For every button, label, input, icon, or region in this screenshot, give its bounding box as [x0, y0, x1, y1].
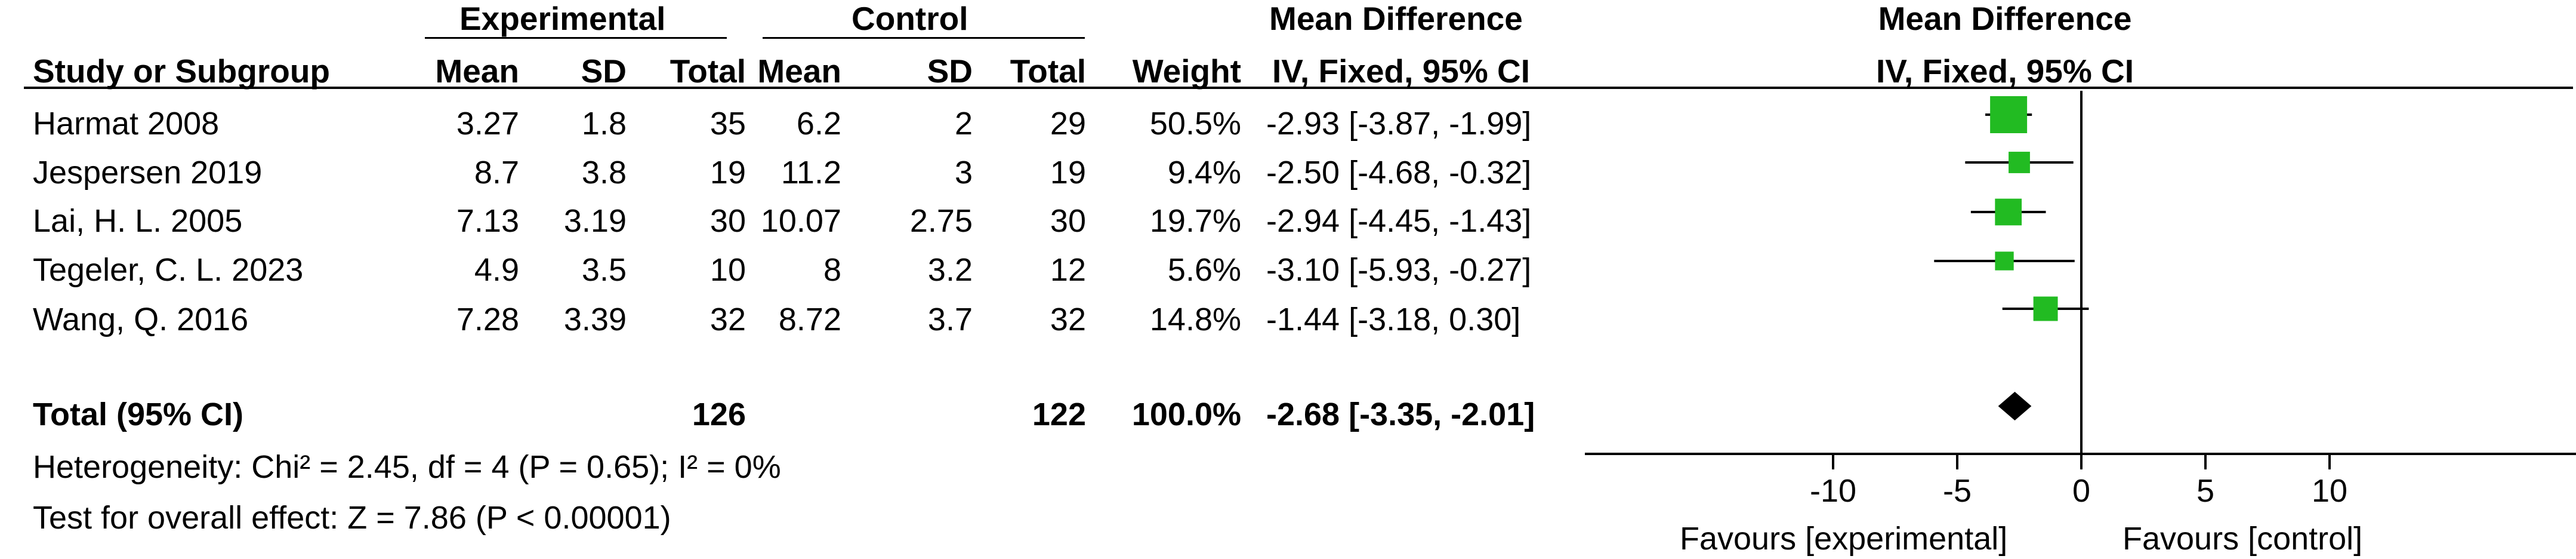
ctl-mean: 6.2 [796, 106, 841, 142]
header-underline [24, 87, 2573, 89]
study-marker [1995, 198, 2022, 226]
ctl-total: 32 [1050, 302, 1086, 337]
weight: 19.7% [1149, 203, 1241, 239]
ci-text: -2.93 [-3.87, -1.99] [1266, 106, 1532, 142]
total-label: Total (95% CI) [33, 397, 244, 432]
header-weight: Weight [1132, 53, 1241, 90]
header-md-title: Mean Difference [1269, 0, 1523, 37]
exp-total: 19 [709, 155, 746, 191]
exp-sd: 3.39 [563, 302, 627, 337]
exp-sd: 3.5 [581, 252, 627, 288]
exp-sd: 3.8 [581, 155, 627, 191]
control-underline [763, 37, 1085, 39]
ctl-sd: 3 [954, 155, 973, 191]
weight: 9.4% [1167, 155, 1241, 191]
header-plot-title: Mean Difference [1878, 0, 2132, 37]
exp-mean: 3.27 [456, 106, 519, 142]
study-marker [1995, 251, 2014, 271]
ci-text: -2.50 [-4.68, -0.32] [1266, 155, 1532, 191]
overall-effect-text: Test for overall effect: Z = 7.86 (P < 0… [33, 500, 671, 536]
exp-mean: 7.13 [456, 203, 519, 239]
header-ctl-mean: Mean [757, 53, 841, 90]
x-tick-label: 10 [2312, 473, 2347, 509]
ctl-total: 12 [1050, 252, 1086, 288]
exp-total: 10 [709, 252, 746, 288]
header-experimental: Experimental [459, 0, 666, 37]
experimental-underline [425, 37, 727, 39]
exp-total: 30 [709, 203, 746, 239]
study-name: Jespersen 2019 [33, 155, 263, 191]
ctl-mean: 11.2 [780, 155, 841, 191]
total-ci-text: -2.68 [-3.35, -2.01] [1266, 397, 1535, 432]
pooled-diamond [1998, 392, 2032, 420]
ci-text: -2.94 [-4.45, -1.43] [1266, 203, 1532, 239]
exp-mean: 8.7 [474, 155, 519, 191]
x-tick-label: -5 [1943, 473, 1972, 509]
header-exp-sd: SD [581, 53, 627, 90]
exp-sd: 3.19 [563, 203, 627, 239]
ctl-sd: 3.7 [927, 302, 973, 337]
weight: 50.5% [1149, 106, 1241, 142]
ctl-sd: 2.75 [909, 203, 973, 239]
ctl-total: 29 [1050, 106, 1086, 142]
study-marker [2009, 152, 2030, 173]
ctl-mean: 8 [823, 252, 841, 288]
study-marker [2033, 296, 2058, 321]
header-ctl-total: Total [1010, 53, 1086, 90]
ctl-mean: 10.07 [760, 203, 841, 239]
header-study: Study or Subgroup [33, 53, 331, 90]
exp-mean: 4.9 [474, 252, 519, 288]
x-tick-label: 0 [2072, 473, 2090, 509]
ctl-sd: 3.2 [927, 252, 973, 288]
exp-total: 32 [709, 302, 746, 337]
study-name: Tegeler, C. L. 2023 [33, 252, 304, 288]
study-name: Lai, H. L. 2005 [33, 203, 243, 239]
header-ctl-sd: SD [927, 53, 973, 90]
ctl-mean: 8.72 [778, 302, 841, 337]
favours-control-label: Favours [control] [2122, 521, 2363, 557]
x-tick-label: -10 [1810, 473, 1856, 509]
header-control: Control [852, 0, 968, 37]
exp-total: 35 [709, 106, 746, 142]
ci-text: -3.10 [-5.93, -0.27] [1266, 252, 1532, 288]
heterogeneity-text: Heterogeneity: Chi² = 2.45, df = 4 (P = … [33, 449, 781, 485]
total-weight: 100.0% [1131, 397, 1241, 432]
weight: 14.8% [1149, 302, 1241, 337]
study-name: Wang, Q. 2016 [33, 302, 249, 337]
ctl-total: 30 [1050, 203, 1086, 239]
header-exp-total: Total [670, 53, 746, 90]
exp-mean: 7.28 [456, 302, 519, 337]
total-ctl: 122 [1032, 397, 1086, 432]
header-plot-method: IV, Fixed, 95% CI [1875, 53, 2134, 90]
ctl-sd: 2 [954, 106, 973, 142]
weight: 5.6% [1167, 252, 1241, 288]
header-md-method: IV, Fixed, 95% CI [1272, 53, 1531, 90]
total-exp: 126 [692, 397, 746, 432]
header-exp-mean: Mean [435, 53, 519, 90]
study-marker [1990, 96, 2028, 133]
study-name: Harmat 2008 [33, 106, 220, 142]
ci-text: -1.44 [-3.18, 0.30] [1266, 302, 1521, 337]
ctl-total: 19 [1050, 155, 1086, 191]
x-tick-label: 5 [2196, 473, 2214, 509]
exp-sd: 1.8 [581, 106, 627, 142]
favours-experimental-label: Favours [experimental] [1680, 521, 2008, 557]
